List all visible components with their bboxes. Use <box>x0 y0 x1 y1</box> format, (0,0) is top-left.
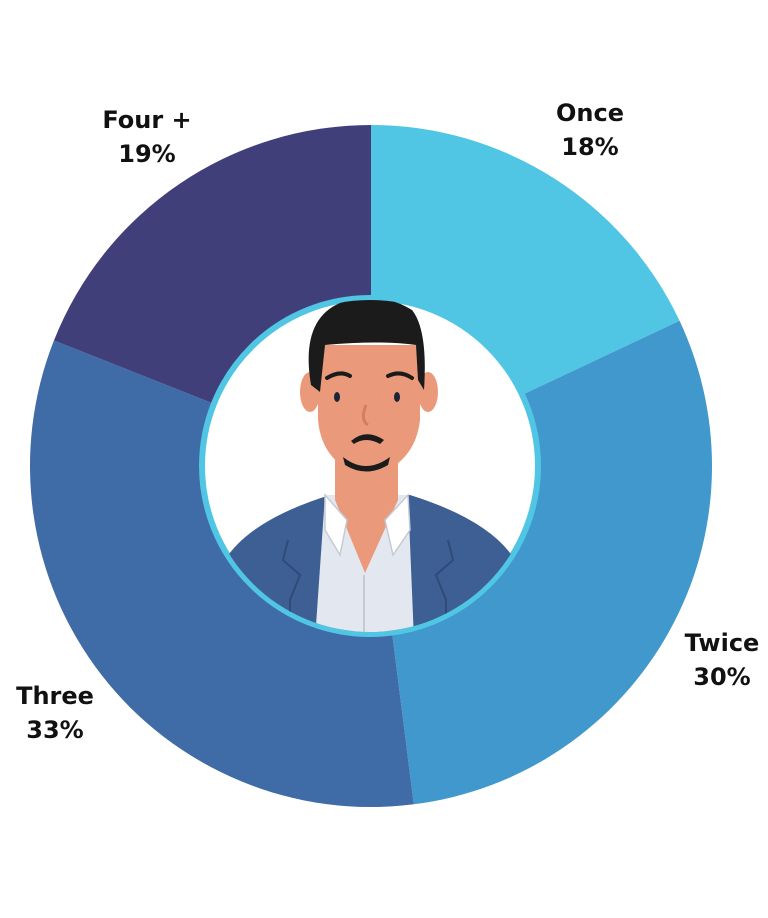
category-label: Twice <box>684 629 760 657</box>
value-label: 18% <box>561 133 619 161</box>
slice-four <box>53 125 371 408</box>
label-once: Once 18% <box>556 99 624 161</box>
slice-twice <box>391 320 712 805</box>
label-three: Three 33% <box>16 682 94 744</box>
value-label: 30% <box>693 663 751 691</box>
category-label: Three <box>16 682 94 710</box>
slices <box>29 125 712 807</box>
value-label: 33% <box>26 716 84 744</box>
label-twice: Twice 30% <box>685 629 760 691</box>
label-four-plus: Four + 19% <box>102 106 191 168</box>
category-label: Once <box>556 99 624 127</box>
value-label: 19% <box>118 140 176 168</box>
slice-three <box>29 340 414 807</box>
slice-once <box>371 125 680 398</box>
avatar <box>199 295 541 637</box>
category-label: Four + <box>102 106 192 134</box>
